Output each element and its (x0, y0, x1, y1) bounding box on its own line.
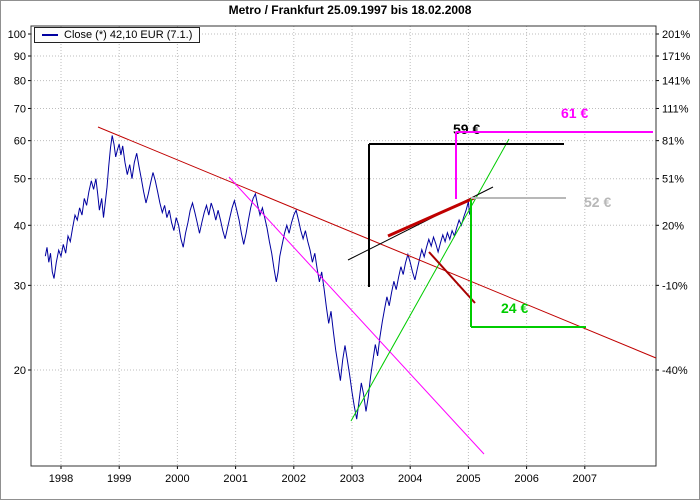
trendline-red-falling-segment (428, 251, 476, 304)
y-axis-left-tick-label: 50 (14, 174, 26, 186)
close-series-marker-icon (42, 34, 58, 36)
x-axis-tick-label: 2007 (573, 473, 597, 485)
y-axis-right-tick-label: 20% (662, 220, 684, 232)
y-axis-right-tick-label: 111% (662, 103, 689, 115)
target-label: 61 € (561, 105, 588, 121)
x-axis-tick-label: 2006 (514, 473, 538, 485)
y-axis-left-tick-label: 40 (14, 220, 26, 232)
legend-label: Close (*) 42,10 EUR (7.1.) (64, 29, 193, 41)
chart-title: Metro / Frankfurt 25.09.1997 bis 18.02.2… (228, 3, 472, 17)
y-axis-left-tick-label: 90 (14, 51, 26, 63)
y-axis-right-tick-label: 141% (662, 76, 690, 88)
x-axis-tick-label: 2002 (282, 473, 306, 485)
trendline-long-red-downtrend (97, 126, 657, 359)
plot-border (30, 25, 657, 467)
y-axis-right-tick-label: 171% (662, 51, 690, 63)
y-axis-left-tick-label: 60 (14, 136, 26, 148)
x-axis-tick-label: 2001 (223, 473, 247, 485)
trendline-red-resistance-segment (387, 196, 475, 238)
target-label: 52 € (584, 194, 611, 210)
trendline-green-uptrend (350, 138, 510, 422)
x-axis-tick-label: 1998 (49, 473, 73, 485)
y-axis-right-tick-label: 51% (662, 174, 684, 186)
y-axis-right-tick-label: 201% (662, 29, 690, 41)
y-axis-left-tick-label: 100 (8, 29, 26, 41)
target-label: 59 € (453, 121, 480, 137)
x-axis-tick-label: 2005 (456, 473, 480, 485)
x-axis-tick-label: 2004 (398, 473, 422, 485)
trendline-magenta-downtrend (228, 176, 485, 455)
y-axis-right-tick-label: 81% (662, 136, 684, 148)
target-label: 24 € (501, 300, 528, 316)
y-axis-left-tick-label: 20 (14, 365, 26, 377)
y-axis-left-tick-label: 30 (14, 280, 26, 292)
y-axis-left-tick-label: 80 (14, 76, 26, 88)
price-line-close (44, 135, 471, 420)
y-axis-right-tick-label: -10% (662, 280, 688, 292)
x-axis-tick-label: 2000 (165, 473, 189, 485)
x-axis-tick-label: 2003 (340, 473, 364, 485)
y-axis-right-tick-label: -40% (662, 365, 688, 377)
y-axis-left-tick-label: 70 (14, 103, 26, 115)
grid: 100 201% 90 171% 80 141% 70 111% 60 81% 50 51% 40 20%… (8, 26, 690, 485)
legend-box: Close (*) 42,10 EUR (7.1.) (34, 27, 201, 43)
x-axis-tick-label: 1999 (107, 473, 131, 485)
